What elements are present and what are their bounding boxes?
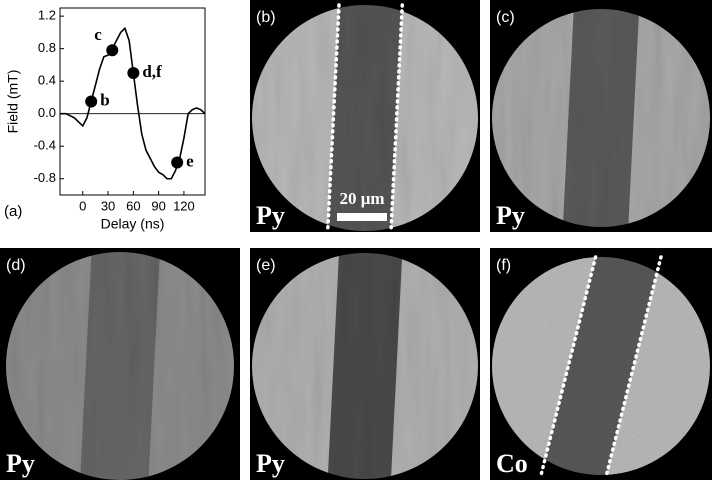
panel-label: (a) bbox=[4, 203, 22, 220]
micrograph bbox=[6, 252, 234, 480]
point bbox=[85, 95, 98, 108]
panel-label: (c) bbox=[496, 9, 515, 26]
plot-frame bbox=[59, 7, 206, 196]
x-tick-label: 90 bbox=[151, 198, 165, 213]
material-label: Co bbox=[496, 449, 528, 478]
dark-domain bbox=[541, 257, 661, 475]
dark-domain bbox=[327, 253, 403, 479]
domain-boundary bbox=[539, 255, 598, 477]
material-label: Py bbox=[6, 449, 35, 478]
x-axis-label: Delay (ns) bbox=[101, 216, 165, 232]
panel-label: (b) bbox=[256, 9, 276, 26]
line bbox=[60, 26, 206, 180]
y-tick-label: 0.0 bbox=[38, 105, 56, 120]
point bbox=[171, 156, 184, 169]
x-tick-label: 30 bbox=[101, 198, 115, 213]
x-tick-label: 60 bbox=[126, 198, 140, 213]
domain-boundary bbox=[604, 255, 663, 477]
point-label: e bbox=[186, 151, 194, 170]
y-tick-label: 0.4 bbox=[38, 73, 56, 88]
domain-boundary bbox=[389, 3, 405, 233]
y-tick-label: -0.8 bbox=[34, 170, 56, 185]
panel-label: (d) bbox=[6, 257, 26, 274]
panel-label: (f) bbox=[496, 257, 511, 274]
scale-bar bbox=[337, 213, 387, 221]
micrograph bbox=[492, 257, 710, 475]
y-axis-label: Field (mT) bbox=[5, 70, 21, 134]
y-tick-label: -0.4 bbox=[34, 138, 56, 153]
point bbox=[127, 67, 140, 80]
y-tick-label: 1.2 bbox=[38, 8, 56, 23]
point bbox=[106, 44, 119, 57]
dark-domain bbox=[562, 9, 640, 227]
domain-boundary bbox=[325, 3, 341, 233]
dark-domain bbox=[80, 252, 160, 480]
panel-label: (e) bbox=[256, 257, 276, 274]
point-label: b bbox=[100, 90, 109, 109]
x-tick-label: 0 bbox=[79, 198, 86, 213]
x-tick-label: 120 bbox=[173, 198, 195, 213]
y-tick-label: 0.8 bbox=[38, 40, 56, 55]
micrograph bbox=[252, 253, 478, 479]
micrograph bbox=[252, 5, 478, 231]
scale-bar-label: 20 μm bbox=[339, 189, 384, 208]
material-label: Py bbox=[496, 201, 525, 230]
material-label: Py bbox=[256, 201, 285, 230]
micrograph bbox=[492, 9, 710, 227]
point-label: c bbox=[94, 25, 102, 44]
dark-domain bbox=[327, 5, 403, 231]
point-label: d,f bbox=[142, 62, 162, 81]
material-label: Py bbox=[256, 449, 285, 478]
